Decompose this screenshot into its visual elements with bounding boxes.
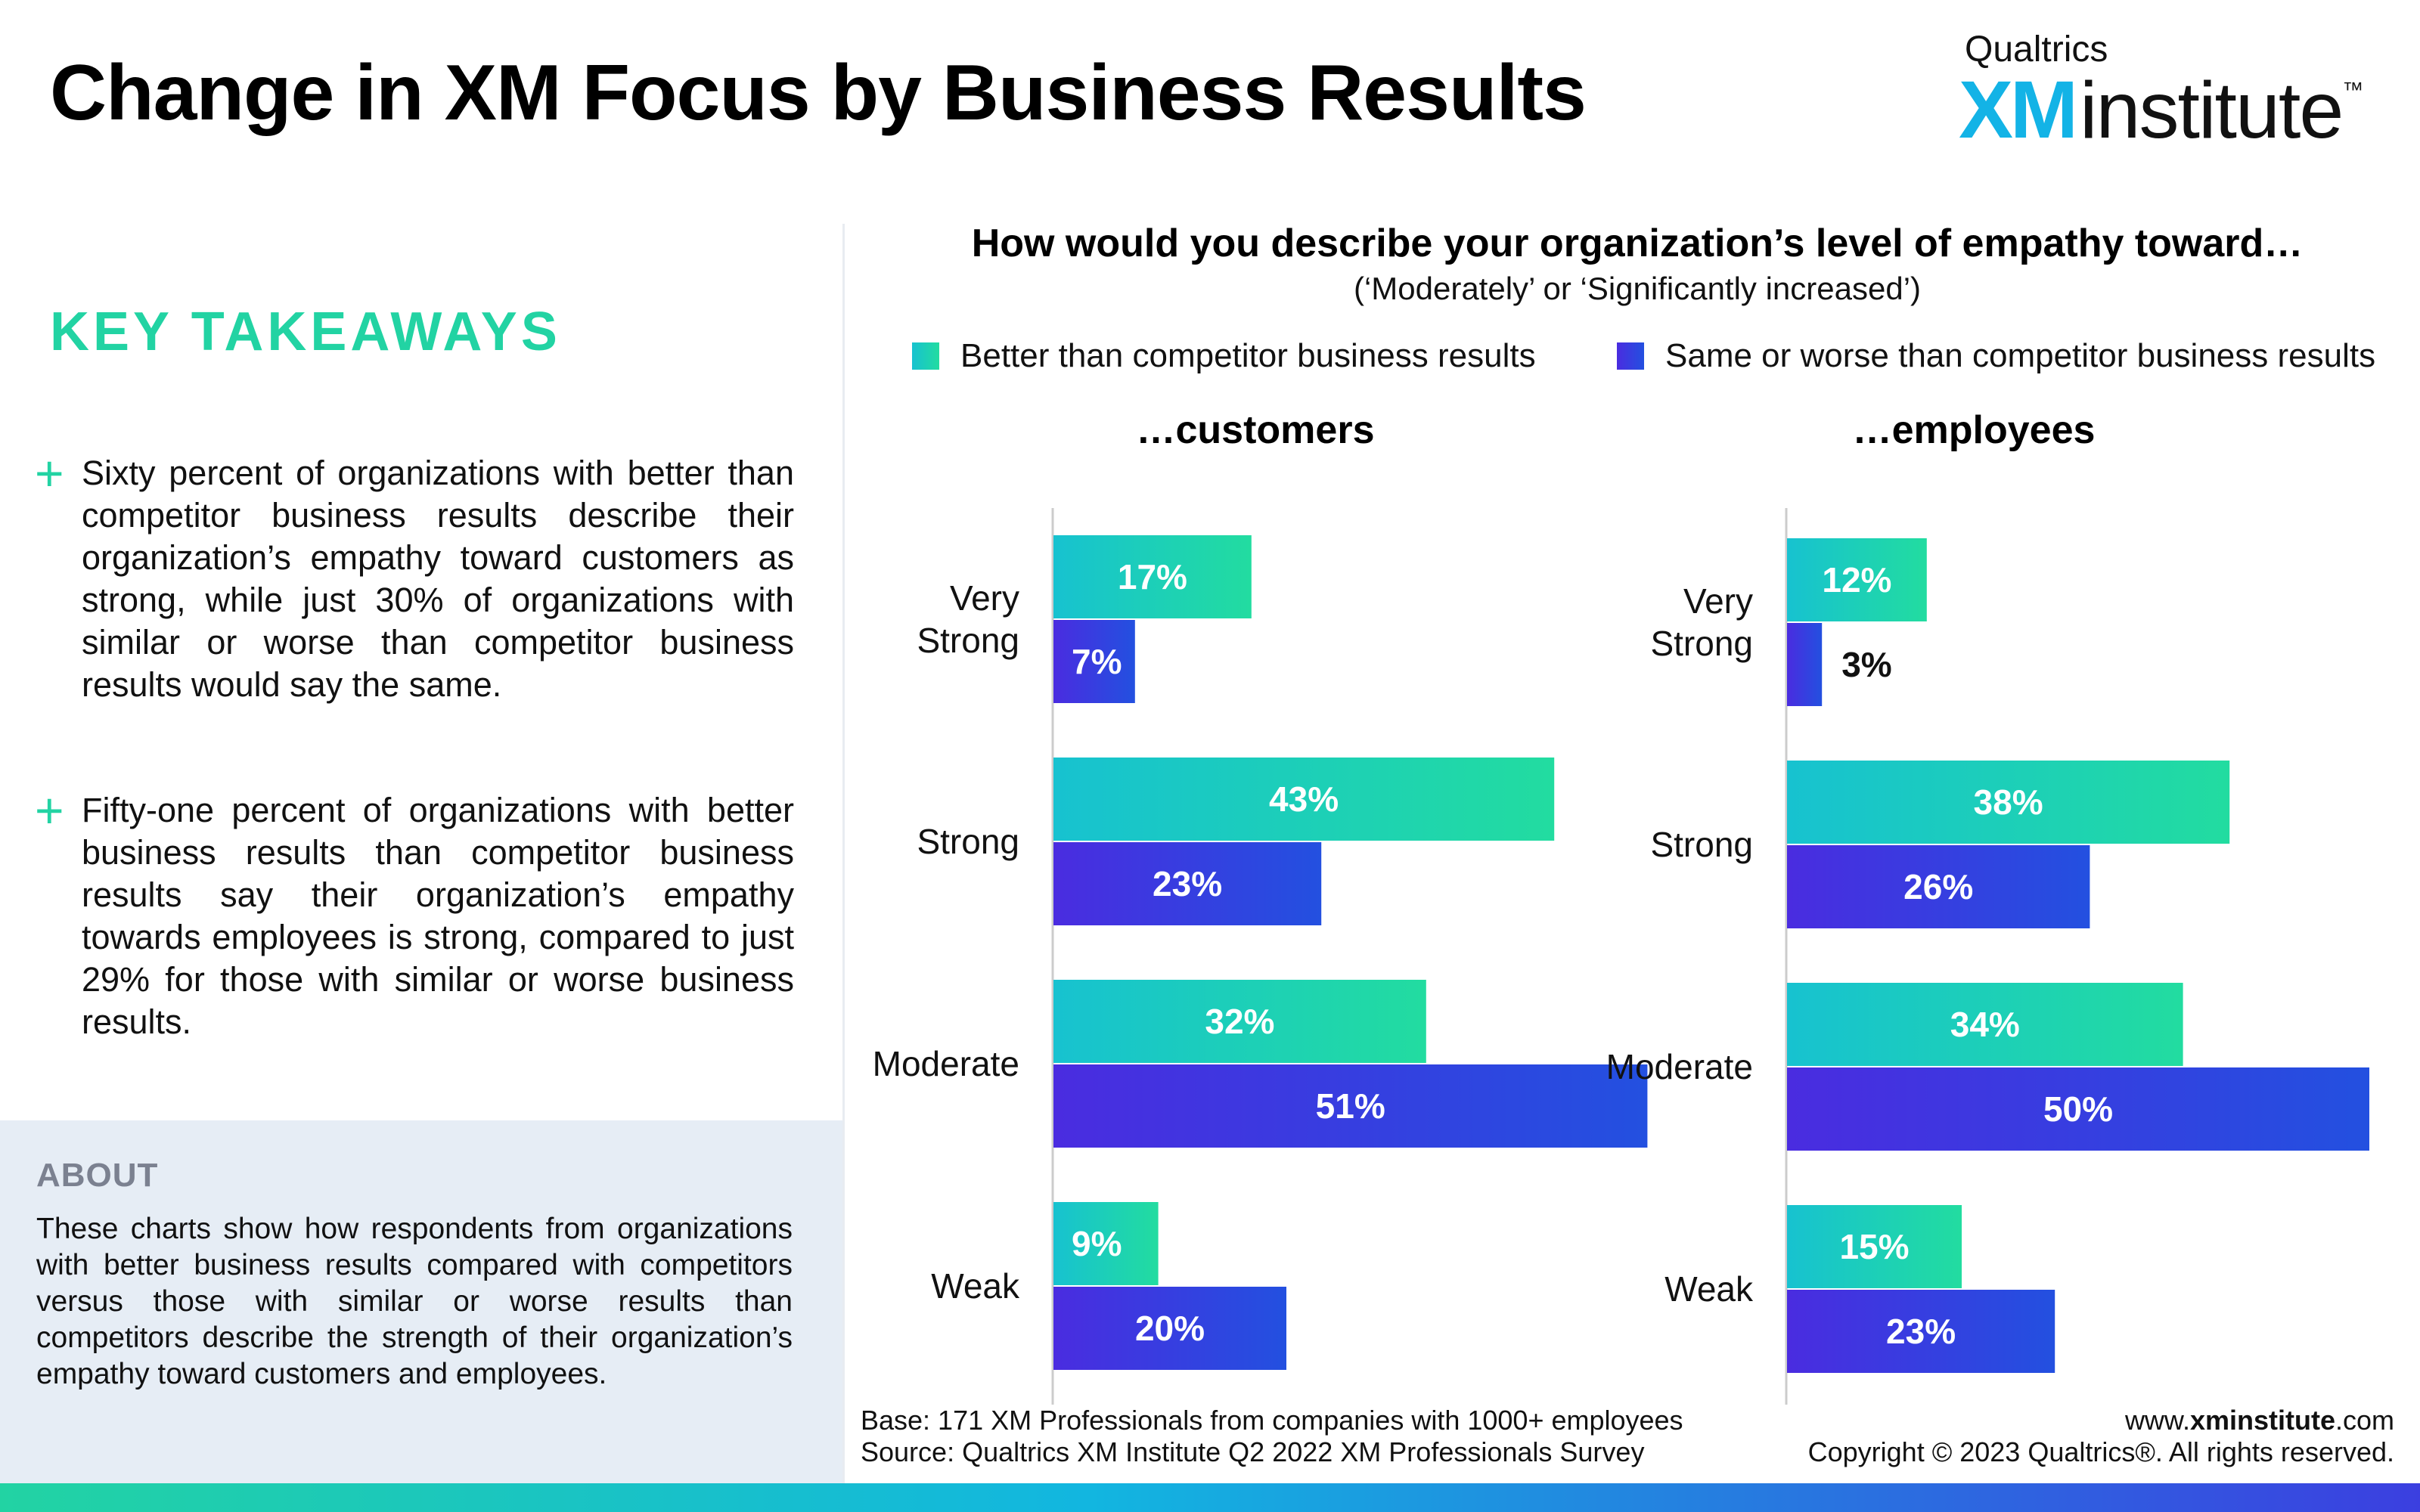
data-label: 43%	[1269, 779, 1339, 819]
bar-worse	[1053, 842, 1322, 925]
bar-better	[1787, 761, 2230, 844]
bar-better	[1787, 983, 2183, 1066]
data-label: 26%	[1903, 867, 1973, 906]
category-label: Moderate	[873, 1044, 1019, 1083]
footer-source: Source: Qualtrics XM Institute Q2 2022 X…	[861, 1436, 1645, 1467]
bar-better	[1053, 980, 1426, 1063]
data-label: 20%	[1135, 1309, 1205, 1348]
takeaway-text: Sixty percent of organizations with bett…	[82, 454, 794, 704]
data-label: 38%	[1974, 782, 2043, 822]
bar-worse	[1787, 1290, 2055, 1373]
category-label: Weak	[1665, 1269, 1754, 1309]
category-label: Moderate	[1606, 1047, 1753, 1086]
takeaway-item: + Sixty percent of organizations with be…	[35, 445, 794, 706]
plus-icon: +	[35, 782, 64, 838]
chart-0: …customers Very Strong 17% 7% Strong 43% 23% Mod…	[873, 408, 1648, 1405]
legend-label-worse: Same or worse than competitor business r…	[1665, 337, 2376, 374]
website-domain: xminstitute	[2189, 1405, 2335, 1436]
data-label: 17%	[1118, 557, 1187, 596]
data-label: 23%	[1153, 864, 1222, 903]
footer-copyright: Copyright © 2023 Qualtrics®. All rights …	[1807, 1436, 2394, 1467]
bar-worse	[1053, 620, 1135, 703]
legend-swatch-worse	[1617, 342, 1644, 370]
logo-trademark: ™	[2342, 78, 2364, 101]
legend-label-better: Better than competitor business results	[960, 337, 1536, 374]
takeaway-item: + Fifty-one percent of organizations wit…	[35, 782, 794, 1043]
about-text: These charts show how respondents from o…	[36, 1213, 793, 1390]
legend-item-better: Better than competitor business results	[912, 337, 1536, 375]
data-label: 23%	[1886, 1312, 1956, 1351]
chart-title: …employees	[1853, 408, 2096, 452]
takeaway-text: Fifty-one percent of organizations with …	[82, 791, 794, 1041]
category-label: Very Strong	[1650, 581, 1753, 663]
footer-notes: Base: 171 XM Professionals from companie…	[861, 1405, 1683, 1468]
about-heading: ABOUT	[36, 1157, 159, 1194]
bar-better	[1787, 538, 1927, 621]
about-panel: ABOUT These charts show how respondents …	[0, 1120, 842, 1483]
bar-worse	[1053, 1287, 1286, 1370]
website-prefix: www.	[2124, 1405, 2190, 1436]
key-takeaways-heading: KEY TAKEAWAYS	[50, 302, 561, 362]
data-label: 15%	[1839, 1227, 1909, 1266]
bar-better	[1053, 1202, 1159, 1285]
chart-subquestion: (‘Moderately’ or ‘Significantly increase…	[1353, 271, 1922, 306]
category-label: Weak	[931, 1266, 1020, 1306]
bar-worse	[1787, 623, 1823, 706]
category-label: Very Strong	[917, 578, 1019, 660]
data-label: 9%	[1072, 1224, 1122, 1263]
logo-institute-text: institute	[2080, 66, 2344, 155]
logo-qualtrics-text: Qualtrics	[1965, 29, 2108, 70]
bar-worse	[1787, 1067, 2369, 1151]
chart-question: How would you describe your organization…	[971, 222, 2304, 265]
chart-legend: Better than competitor business results …	[912, 337, 2402, 383]
data-label: 51%	[1316, 1086, 1385, 1126]
legend-swatch-better	[912, 342, 939, 370]
page-title: Change in XM Focus by Business Results	[50, 49, 1587, 137]
data-label: 12%	[1822, 560, 1891, 600]
data-label: 34%	[1950, 1005, 2020, 1044]
legend-item-worse: Same or worse than competitor business r…	[1617, 337, 2375, 375]
website-suffix: .com	[2335, 1405, 2394, 1436]
bar-better	[1787, 1205, 1962, 1288]
logo-main: XMinstitute™	[1959, 69, 2382, 151]
data-label: 50%	[2043, 1089, 2113, 1129]
footer-base: Base: 171 XM Professionals from companie…	[861, 1405, 1683, 1436]
bar-better	[1053, 535, 1252, 618]
category-label: Strong	[917, 822, 1019, 861]
category-label: Strong	[1650, 825, 1753, 864]
data-label: 3%	[1841, 645, 1891, 684]
plus-icon: +	[35, 445, 64, 501]
bar-worse	[1787, 845, 2090, 928]
bottom-gradient-bar	[0, 1483, 2420, 1512]
column-divider	[842, 224, 845, 1483]
chart-1: …employees Very Strong 12% 3% Strong 38% 26% Mod…	[1606, 408, 2369, 1405]
footer-website[interactable]: www.xminstitute.com	[1808, 1405, 2394, 1436]
data-label: 7%	[1072, 642, 1122, 681]
bar-better	[1053, 758, 1555, 841]
data-label: 32%	[1205, 1002, 1274, 1041]
chart-title: …customers	[1137, 408, 1375, 452]
footer-credits: www.xminstitute.com Copyright © 2023 Qua…	[1808, 1405, 2394, 1468]
logo-xm-text: XM	[1959, 64, 2078, 155]
bar-worse	[1053, 1064, 1648, 1148]
xm-institute-logo: Qualtrics XMinstitute™	[1959, 29, 2382, 150]
